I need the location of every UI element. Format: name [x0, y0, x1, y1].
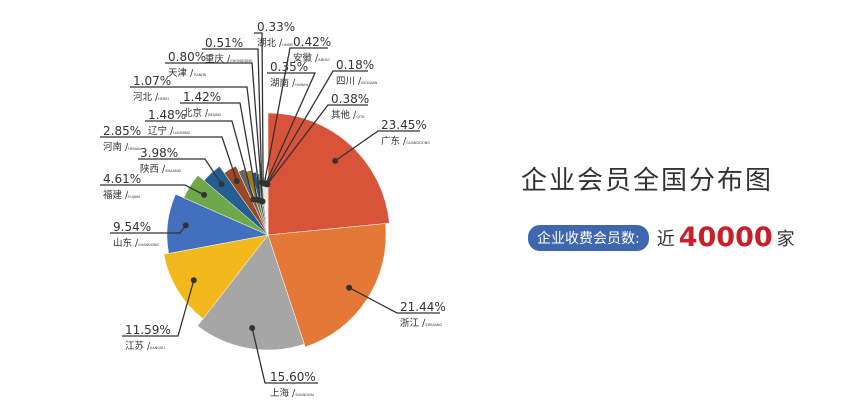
- leader-line: [202, 48, 263, 183]
- member-count-unit: 家: [776, 228, 795, 250]
- slice-pinyin-label: SICHUAN: [361, 81, 377, 85]
- slice-pinyin-label: BEIJING: [208, 113, 221, 117]
- slice-name-label: 湖北 /HUBEI: [257, 38, 293, 49]
- slice-name-label: 北京 /BEIJING: [183, 107, 222, 119]
- leader-line: [145, 120, 255, 200]
- slice-name-label: 浙江 /ZHEJIANG: [400, 317, 443, 329]
- slice-pinyin-label: CHONGQING: [230, 59, 253, 63]
- leader-line: [122, 280, 195, 337]
- leader-line: [138, 158, 223, 185]
- slice-name-label: 福建 /FUJIAN: [103, 189, 140, 201]
- member-count: 企业收费会员数: 近 40000 家: [528, 222, 795, 253]
- slice-percent-label: 0.38%: [331, 92, 369, 106]
- leader-dot: [218, 181, 225, 188]
- slice-percent-label: 0.80%: [168, 50, 206, 64]
- slice-percent-label: 1.42%: [183, 90, 221, 104]
- leader-line: [348, 287, 440, 314]
- slice-pinyin-label: HUBEI: [282, 43, 293, 47]
- leader-line: [110, 225, 187, 234]
- pie-slice-zhejiang: [267, 223, 387, 348]
- slice-percent-label: 4.61%: [103, 172, 141, 186]
- slice-pinyin-label: QITA: [356, 115, 365, 119]
- leader-dot: [233, 178, 240, 185]
- slice-pinyin-label: GUANGDONG: [406, 141, 430, 145]
- slice-percent-label: 3.98%: [140, 146, 178, 160]
- slice-pinyin-label: ANHUI: [318, 58, 329, 62]
- leader-dot: [346, 284, 353, 291]
- leader-line: [130, 86, 261, 201]
- slice-pinyin-label: HENAN: [128, 147, 141, 151]
- slice-name-label: 辽宁 /LIAONING: [148, 125, 191, 137]
- leader-line: [266, 104, 368, 185]
- slice-percent-label: 2.85%: [103, 124, 141, 138]
- slice-name-label: 上海 /SHANGHAI: [270, 387, 314, 399]
- slice-percent-label: 0.51%: [205, 36, 243, 50]
- slice-percent-label: 9.54%: [113, 220, 151, 234]
- leader-line: [254, 32, 264, 184]
- slice-percent-label: 0.18%: [336, 58, 374, 72]
- slice-pinyin-label: LIAONING: [173, 131, 190, 135]
- leader-dot: [201, 191, 208, 198]
- leader-line: [100, 136, 238, 182]
- slice-name-label: 其他 /QITA: [331, 109, 365, 121]
- slice-percent-label: 23.45%: [381, 118, 427, 132]
- leader-line: [265, 70, 368, 185]
- slice-percent-label: 0.33%: [257, 20, 295, 34]
- leader-dot: [190, 277, 197, 284]
- slice-name-label: 江苏 /JIANGSU: [125, 340, 165, 352]
- leader-line: [100, 184, 205, 196]
- leader-dot: [264, 181, 271, 188]
- slice-percent-label: 0.42%: [293, 35, 331, 49]
- slice-name-label: 河北 /HEBEI: [133, 91, 169, 103]
- slice-pinyin-label: HUNAN: [295, 83, 308, 87]
- slice-percent-label: 0.35%: [270, 60, 308, 74]
- pie-slice-jiangsu: [163, 234, 269, 320]
- member-count-prefix: 近: [656, 228, 675, 250]
- slice-pinyin-label: HEBEI: [158, 97, 169, 101]
- slice-name-label: 四川 /SICHUAN: [336, 76, 378, 87]
- leader-line: [180, 102, 258, 200]
- slice-pinyin-label: SHAANXI: [165, 169, 181, 173]
- slice-name-label: 河南 /HENAN: [103, 141, 141, 153]
- member-count-value: 40000: [678, 222, 773, 253]
- slice-pinyin-label: TIANJIN: [192, 73, 206, 77]
- pie-slice-shanghai: [197, 234, 305, 351]
- slice-name-label: 湖南 /HUNAN: [270, 77, 308, 89]
- leader-line: [265, 72, 317, 184]
- leader-line: [334, 130, 420, 162]
- slice-percent-label: 1.48%: [148, 108, 186, 122]
- leader-line: [165, 62, 264, 202]
- slice-percent-label: 21.44%: [400, 300, 446, 314]
- leader-line: [251, 327, 318, 384]
- slice-name-label: 陕西 /SHAANXI: [140, 163, 181, 175]
- slice-percent-label: 15.60%: [270, 370, 316, 384]
- slice-pinyin-label: SHANDONG: [138, 243, 159, 247]
- leader-line: [263, 47, 328, 184]
- slice-pinyin-label: JIANGSU: [149, 346, 165, 350]
- slice-pinyin-label: ZHEJIANG: [425, 323, 442, 327]
- slice-name-label: 天津 /TIANJIN: [168, 68, 206, 79]
- leader-dot: [249, 324, 256, 331]
- pie-slice-shandong: [166, 193, 269, 254]
- chart-title: 企业会员全国分布图: [521, 166, 774, 196]
- slice-percent-label: 1.07%: [133, 74, 171, 88]
- slice-pinyin-label: FUJIAN: [128, 195, 140, 199]
- leader-dot: [332, 157, 339, 164]
- leader-dot: [182, 222, 189, 229]
- member-count-badge: 企业收费会员数:: [528, 224, 649, 251]
- slice-name-label: 山东 /SHANDONG: [113, 237, 159, 249]
- pie-slice-fujian: [183, 174, 269, 236]
- pie-slice-guangdong: [267, 112, 390, 236]
- leader-dot: [259, 198, 266, 205]
- slice-name-label: 广东 /GUANGDONG: [381, 135, 430, 147]
- slice-pinyin-label: SHANGHAI: [295, 393, 314, 397]
- slice-percent-label: 11.59%: [125, 323, 171, 337]
